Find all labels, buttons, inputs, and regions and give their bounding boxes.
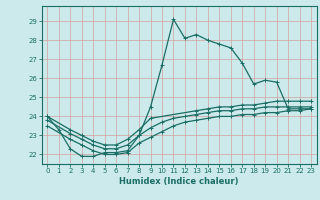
X-axis label: Humidex (Indice chaleur): Humidex (Indice chaleur) <box>119 177 239 186</box>
